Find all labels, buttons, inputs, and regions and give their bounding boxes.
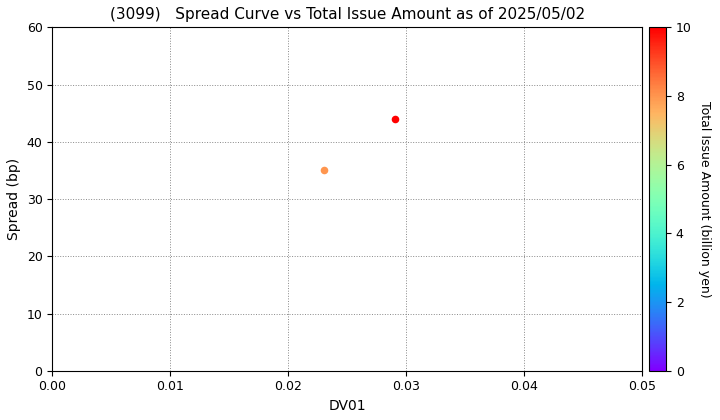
Point (318, 167, 330, 174)
Y-axis label: Total Issue Amount (billion yen): Total Issue Amount (billion yen) (698, 101, 711, 297)
X-axis label: DV01: DV01 (328, 399, 366, 413)
Point (389, 116, 400, 122)
Title: (3099)   Spread Curve vs Total Issue Amount as of 2025/05/02: (3099) Spread Curve vs Total Issue Amoun… (109, 7, 585, 22)
Y-axis label: Spread (bp): Spread (bp) (7, 158, 21, 240)
